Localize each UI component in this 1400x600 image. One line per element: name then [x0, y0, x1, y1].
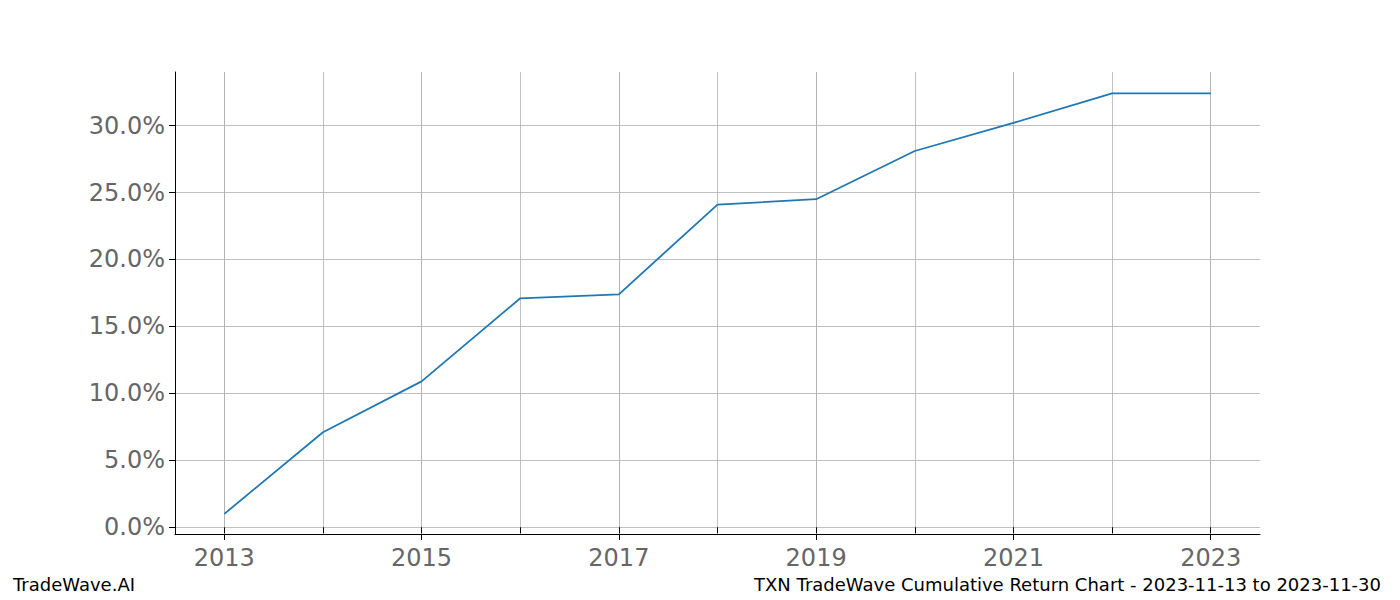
svg-text:30.0%: 30.0%	[89, 112, 165, 140]
svg-text:15.0%: 15.0%	[89, 312, 165, 340]
svg-text:2023: 2023	[1180, 544, 1241, 572]
svg-text:20.0%: 20.0%	[89, 245, 165, 273]
svg-text:TradeWave.AI: TradeWave.AI	[12, 574, 135, 595]
svg-text:2017: 2017	[588, 544, 649, 572]
svg-text:0.0%: 0.0%	[104, 513, 165, 541]
svg-text:25.0%: 25.0%	[89, 179, 165, 207]
svg-text:2019: 2019	[786, 544, 847, 572]
svg-text:5.0%: 5.0%	[104, 446, 165, 474]
svg-text:2021: 2021	[983, 544, 1044, 572]
svg-text:2013: 2013	[194, 544, 255, 572]
svg-text:2015: 2015	[391, 544, 452, 572]
svg-text:10.0%: 10.0%	[89, 379, 165, 407]
svg-text:TXN TradeWave Cumulative Retur: TXN TradeWave Cumulative Return Chart - …	[753, 574, 1381, 595]
